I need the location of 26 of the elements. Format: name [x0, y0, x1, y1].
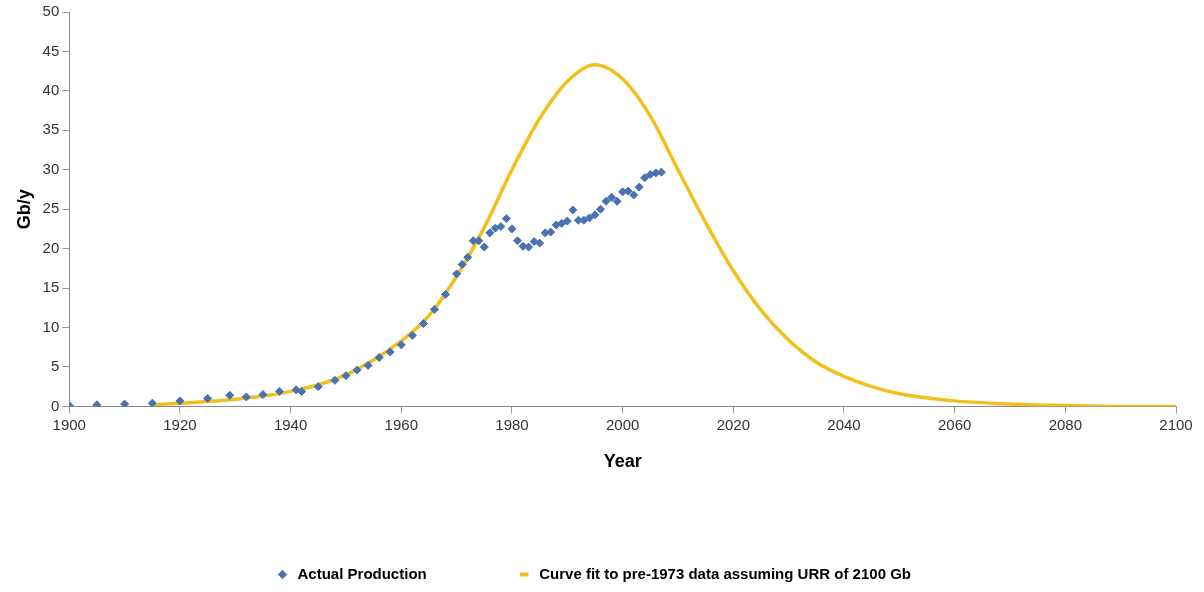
y-tick-label: 15: [42, 278, 60, 296]
x-tick-label: 2060: [937, 415, 972, 433]
x-tick-label: 1980: [495, 415, 529, 433]
x-tick-label: 2020: [716, 415, 750, 433]
y-tick-label: 40: [42, 81, 60, 99]
x-axis-title: Year: [603, 451, 642, 472]
y-tick-label: 50: [42, 2, 60, 20]
x-tick-label: 1940: [273, 415, 308, 433]
y-tick-label: 35: [42, 120, 60, 138]
y-tick-label: 30: [42, 159, 60, 177]
y-tick-label: 45: [42, 41, 60, 59]
y-tick-label: 0: [50, 396, 60, 414]
y-axis-title: Gb/y: [13, 189, 34, 230]
legend-label: Curve fit to pre-1973 data assuming URR of 2100 Gb: [539, 564, 911, 582]
x-tick-label: 2000: [605, 415, 640, 433]
legend-label: Actual Production: [297, 564, 427, 582]
x-tick-label: 1960: [384, 415, 418, 433]
y-tick-label: 25: [42, 199, 60, 217]
y-tick-label: 10: [42, 317, 60, 335]
x-tick-label: 1900: [52, 415, 86, 433]
y-tick-label: 5: [50, 357, 60, 375]
x-tick-label: 1920: [163, 415, 197, 433]
x-tick-label: 2100: [1159, 415, 1193, 433]
y-tick-label: 20: [42, 238, 60, 256]
x-tick-label: 2080: [1048, 415, 1083, 433]
x-tick-label: 2040: [827, 415, 861, 433]
